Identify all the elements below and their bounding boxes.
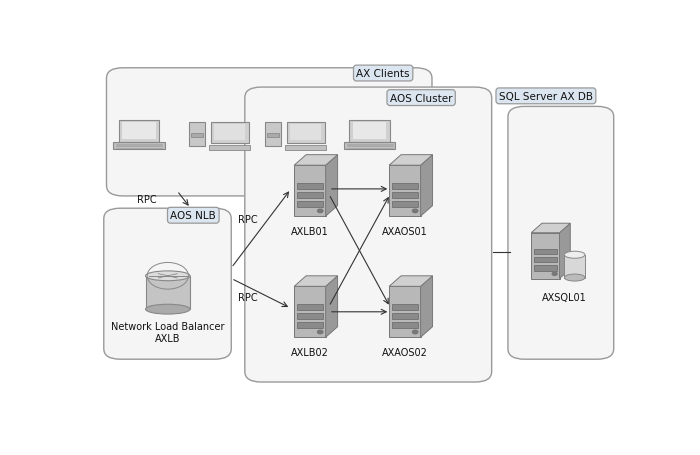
Text: AXSQL01: AXSQL01: [541, 293, 586, 303]
Polygon shape: [267, 133, 279, 138]
FancyBboxPatch shape: [104, 209, 231, 359]
Text: RPC: RPC: [238, 292, 258, 302]
Polygon shape: [392, 313, 418, 320]
Text: AXLB01: AXLB01: [291, 226, 329, 236]
Text: AXAOS01: AXAOS01: [382, 226, 428, 236]
Polygon shape: [265, 123, 281, 147]
Polygon shape: [531, 233, 559, 279]
Polygon shape: [297, 323, 323, 329]
Circle shape: [412, 210, 418, 213]
Text: RPC: RPC: [238, 215, 258, 225]
Polygon shape: [294, 276, 337, 287]
Polygon shape: [389, 166, 421, 217]
Text: SQL Server AX DB: SQL Server AX DB: [499, 91, 593, 101]
Polygon shape: [122, 123, 155, 140]
Polygon shape: [392, 192, 418, 199]
Polygon shape: [297, 183, 323, 190]
Polygon shape: [297, 192, 323, 199]
Polygon shape: [214, 125, 246, 141]
Polygon shape: [533, 265, 557, 271]
Polygon shape: [326, 155, 337, 217]
Polygon shape: [285, 145, 326, 151]
Ellipse shape: [146, 304, 190, 314]
Polygon shape: [286, 123, 325, 143]
Polygon shape: [189, 123, 205, 147]
Polygon shape: [211, 123, 248, 143]
FancyBboxPatch shape: [245, 88, 491, 382]
Polygon shape: [119, 121, 160, 142]
Polygon shape: [531, 224, 570, 233]
Circle shape: [318, 210, 323, 213]
Polygon shape: [392, 304, 418, 310]
Polygon shape: [533, 249, 557, 255]
Ellipse shape: [146, 271, 190, 281]
Polygon shape: [113, 142, 164, 149]
Circle shape: [552, 273, 557, 276]
Polygon shape: [421, 276, 433, 338]
Text: AX Clients: AX Clients: [356, 69, 410, 79]
Polygon shape: [297, 304, 323, 310]
Polygon shape: [389, 276, 433, 287]
Text: RPC: RPC: [137, 195, 157, 205]
Polygon shape: [353, 123, 386, 140]
Polygon shape: [294, 166, 326, 217]
Polygon shape: [564, 255, 585, 278]
Polygon shape: [389, 155, 433, 166]
Polygon shape: [297, 313, 323, 320]
Text: AOS NLB: AOS NLB: [170, 211, 216, 221]
FancyBboxPatch shape: [508, 107, 614, 359]
Polygon shape: [349, 121, 390, 142]
Polygon shape: [326, 276, 337, 338]
Text: AOS Cluster: AOS Cluster: [390, 93, 452, 103]
Polygon shape: [392, 202, 418, 208]
Polygon shape: [290, 125, 321, 141]
Polygon shape: [392, 183, 418, 190]
Polygon shape: [191, 133, 203, 138]
Polygon shape: [146, 276, 190, 309]
Polygon shape: [294, 155, 337, 166]
Ellipse shape: [564, 274, 585, 282]
Polygon shape: [559, 224, 570, 279]
Polygon shape: [209, 145, 250, 151]
Text: Network Load Balancer
AXLB: Network Load Balancer AXLB: [111, 322, 225, 343]
Polygon shape: [389, 287, 421, 338]
Polygon shape: [344, 142, 395, 149]
Circle shape: [412, 330, 418, 334]
Circle shape: [318, 330, 323, 334]
Polygon shape: [297, 202, 323, 208]
FancyBboxPatch shape: [106, 69, 432, 197]
Polygon shape: [533, 257, 557, 263]
Polygon shape: [294, 287, 326, 338]
Text: AXLB02: AXLB02: [291, 347, 329, 357]
Polygon shape: [421, 155, 433, 217]
Polygon shape: [392, 323, 418, 329]
Ellipse shape: [564, 252, 585, 259]
Text: AXAOS02: AXAOS02: [382, 347, 428, 357]
